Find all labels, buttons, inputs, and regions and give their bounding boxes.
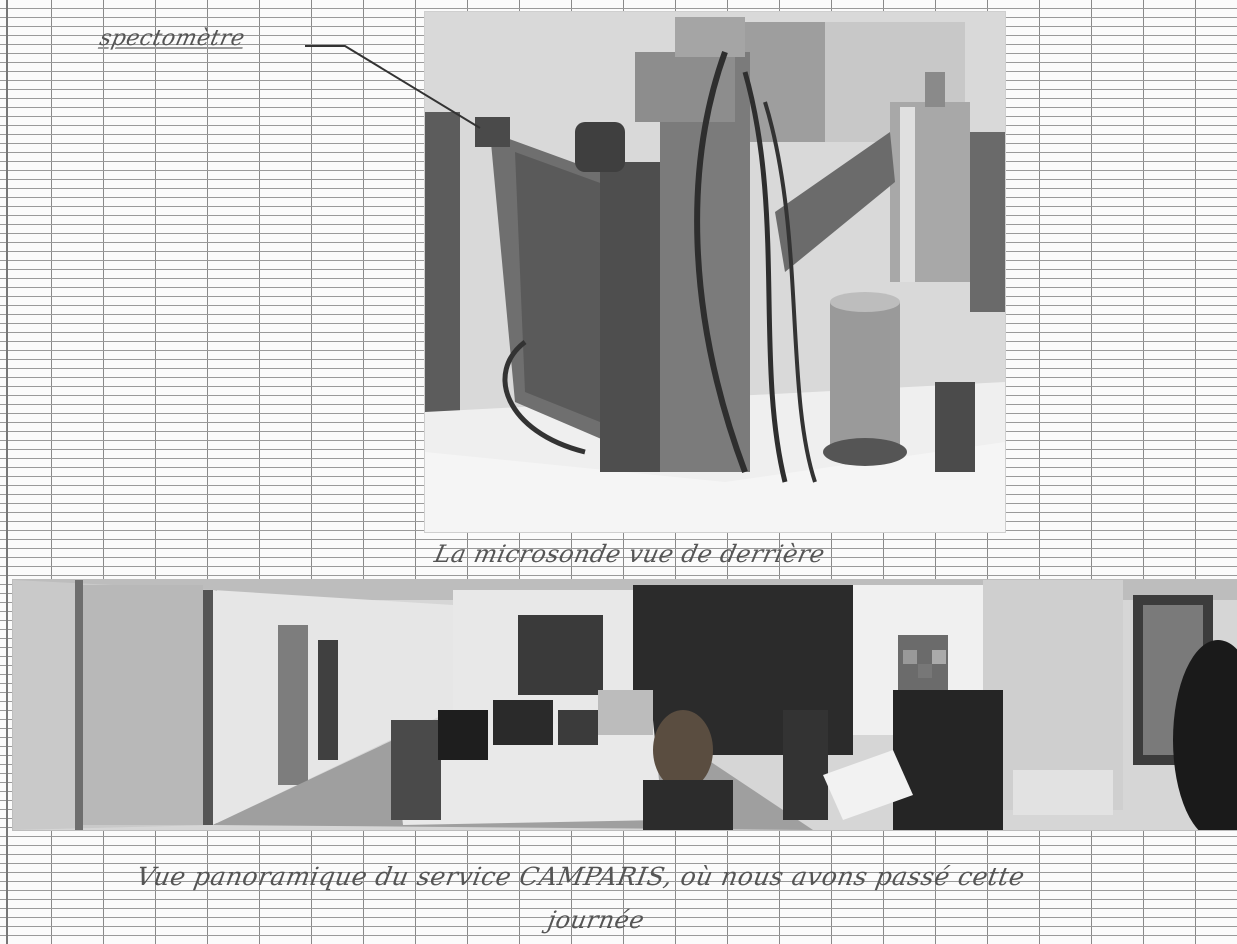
microprobe-caption: La microsonde vue de derrière bbox=[432, 540, 828, 568]
notebook-margin-line bbox=[6, 0, 8, 944]
microprobe-photo bbox=[425, 12, 1005, 532]
microprobe-photo-illustration bbox=[425, 12, 1005, 532]
spectrometer-label: spectomètre bbox=[97, 26, 248, 51]
panorama-caption-line-2: journée bbox=[545, 906, 647, 934]
panorama-caption-line-1: Vue panoramique du service CAMPARIS, où … bbox=[134, 862, 1028, 891]
panoramic-photo bbox=[13, 580, 1237, 830]
panoramic-photo-illustration bbox=[13, 580, 1237, 830]
